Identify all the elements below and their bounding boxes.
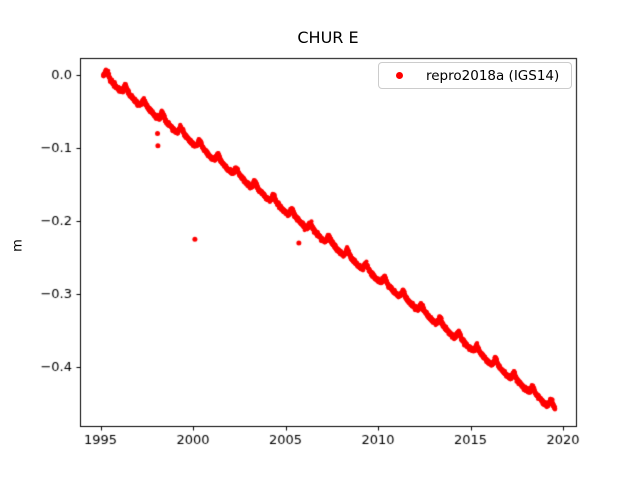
legend-dot-icon bbox=[396, 72, 403, 79]
legend-label: repro2018a (IGS14) bbox=[426, 67, 560, 84]
chart-title: CHUR E bbox=[297, 28, 359, 47]
legend: repro2018a (IGS14) bbox=[378, 62, 572, 89]
y-axis-label: m bbox=[10, 239, 26, 252]
